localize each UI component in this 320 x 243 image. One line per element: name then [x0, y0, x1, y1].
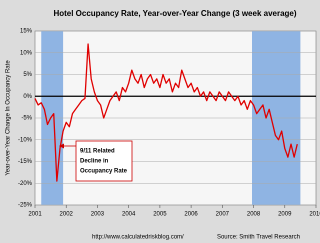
- annotation-text: Decline in: [80, 159, 109, 165]
- y-tick-label: -10%: [18, 137, 33, 143]
- footer-left: http://www.calculatedriskblog.com/: [92, 235, 184, 241]
- annotation-text: Occupancy Rate: [80, 169, 128, 175]
- x-tick-label: 2003: [91, 212, 105, 218]
- x-tick-label: 2005: [153, 212, 167, 218]
- annotation-text: 9/11 Related: [80, 149, 115, 155]
- y-tick-label: -25%: [18, 203, 33, 209]
- chart-title: Hotel Occupancy Rate, Year-over-Year Cha…: [53, 9, 296, 18]
- x-tick-label: 2001: [28, 212, 42, 218]
- x-tick-label: 2007: [216, 212, 230, 218]
- x-tick-label: 2006: [184, 212, 198, 218]
- data-line: [34, 43, 298, 182]
- y-tick-label: 10%: [20, 50, 33, 56]
- annotation-arrowhead: [59, 143, 64, 149]
- y-tick-label: 5%: [23, 72, 32, 78]
- x-tick-label: 2004: [122, 212, 136, 218]
- x-tick-label: 2010: [309, 212, 320, 218]
- x-tick-label: 2009: [278, 212, 292, 218]
- x-tick-label: 2008: [247, 212, 261, 218]
- y-tick-label: 15%: [20, 29, 33, 35]
- footer-right: Source: Smith Travel Research: [217, 235, 300, 241]
- y-tick-label: -15%: [18, 159, 33, 165]
- annotation-box: [75, 140, 133, 182]
- y-axis-label: Year-over-Year Change In Occupancy Rate: [6, 60, 12, 176]
- y-tick-label: -5%: [21, 116, 32, 122]
- x-tick-label: 2002: [60, 212, 74, 218]
- y-tick-label: -20%: [18, 181, 33, 187]
- y-tick-label: 0%: [23, 94, 32, 100]
